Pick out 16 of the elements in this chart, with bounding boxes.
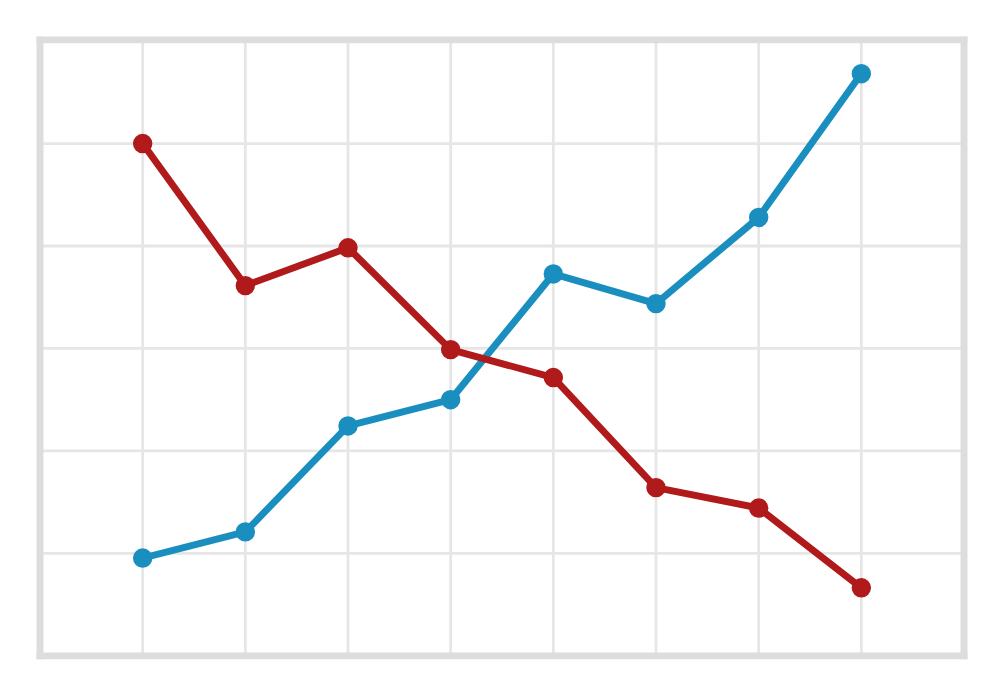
point	[132, 548, 153, 568]
point	[646, 477, 666, 498]
point	[440, 390, 461, 410]
point	[748, 498, 769, 518]
point	[851, 578, 872, 598]
point	[748, 207, 769, 228]
point	[338, 238, 358, 258]
point	[543, 367, 564, 388]
point	[851, 63, 872, 84]
point	[440, 339, 461, 360]
point	[235, 275, 256, 296]
point	[338, 416, 358, 436]
point	[646, 293, 666, 314]
point	[132, 133, 153, 154]
point	[543, 264, 564, 284]
point	[235, 522, 256, 542]
